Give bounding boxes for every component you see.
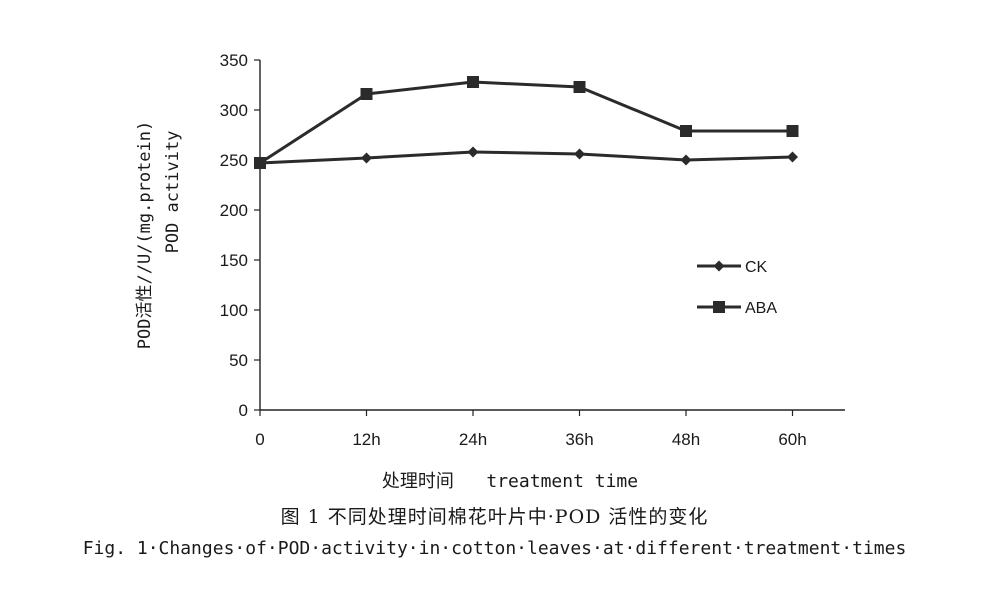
y-ticks: 0 50 100 150 200 250 300 350 (220, 51, 260, 420)
x-tick-label-24h: 24h (459, 430, 487, 449)
figure-caption-english: Fig. 1·Changes·of·POD·activity·in·cotton… (82, 538, 907, 559)
x-tick-label-60h: 60h (778, 430, 806, 449)
point-ck-36h (574, 148, 585, 160)
point-aba-60h (786, 125, 799, 137)
point-aba-24h (467, 76, 479, 88)
point-ck-12h (361, 152, 372, 164)
x-tick-label-48h: 48h (672, 430, 700, 449)
x-axis-label: 处理时间 treatment time (382, 471, 638, 492)
point-ck-24h (467, 146, 479, 158)
y-tick-label-250: 250 (220, 151, 248, 170)
y-tick-label-200: 200 (220, 201, 248, 220)
point-ck-60h (787, 151, 798, 163)
y-axis-label-line2: POD activity (163, 131, 183, 254)
x-tick-label-36h: 36h (565, 430, 593, 449)
point-aba-36h (573, 81, 586, 93)
y-tick-label-300: 300 (220, 101, 248, 120)
point-aba-0 (254, 157, 266, 169)
y-tick-label-0: 0 (239, 401, 248, 420)
x-tick-label-12h: 12h (352, 430, 380, 449)
figure-caption-chinese: 图 1 不同处理时间棉花叶片中·POD 活性的变化 (280, 506, 709, 528)
series-line-aba (259, 80, 793, 165)
axes (259, 60, 845, 411)
series (254, 76, 799, 169)
point-aba-12h (360, 88, 373, 100)
y-axis-label-line1: POD活性//U/(mg.protein) (135, 121, 155, 349)
x-ticks: 0 12h 24h 36h 48h 60h (255, 410, 807, 449)
y-tick-label-100: 100 (220, 301, 248, 320)
y-tick-label-50: 50 (229, 351, 248, 370)
x-tick-label-0: 0 (255, 430, 264, 449)
point-ck-48h (680, 154, 692, 166)
legend-marker-aba (713, 301, 725, 313)
legend: CK ABA (697, 259, 777, 317)
y-tick-label-150: 150 (220, 251, 248, 270)
series-line-ck (259, 150, 793, 165)
legend-marker-ck (713, 260, 725, 272)
point-aba-48h (680, 125, 692, 137)
legend-label-ck: CK (745, 259, 768, 276)
legend-label-aba: ABA (745, 300, 777, 317)
y-tick-label-350: 350 (220, 51, 248, 70)
